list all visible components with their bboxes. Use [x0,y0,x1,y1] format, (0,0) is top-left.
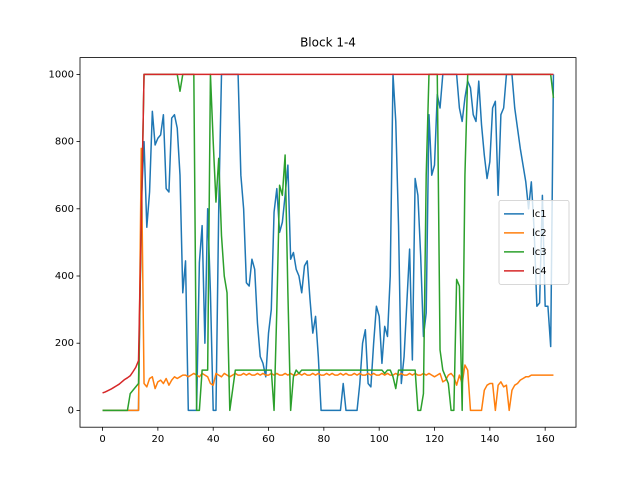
x-tick-label: 80 [317,434,330,445]
line-lc2 [102,147,554,412]
legend-label: lc1 [532,209,547,220]
legend-label: lc4 [532,266,547,277]
y-tick-label: 600 [55,204,74,215]
x-tick-label: 0 [99,434,105,445]
axes-frame [79,57,577,428]
x-tick-label: 60 [262,434,275,445]
x-tick-label: 100 [370,434,389,445]
y-tick-label: 200 [55,338,74,349]
legend-box [498,199,570,285]
x-tick-label: 140 [480,434,499,445]
chart-title: Block 1-4 [300,36,356,50]
y-tick-label: 0 [68,405,74,416]
legend-label: lc3 [532,247,547,258]
y-tick-label: 800 [55,137,74,148]
line-lc4 [102,73,554,394]
legend-label: lc2 [532,228,547,239]
x-tick-label: 40 [207,434,220,445]
x-tick-label: 160 [536,434,555,445]
line-lc1 [102,73,555,412]
plot-area [102,73,555,412]
x-tick-label: 120 [425,434,444,445]
y-tick-label: 400 [55,271,74,282]
y-tick-label: 1000 [49,69,74,80]
x-tick-label: 20 [152,434,165,445]
